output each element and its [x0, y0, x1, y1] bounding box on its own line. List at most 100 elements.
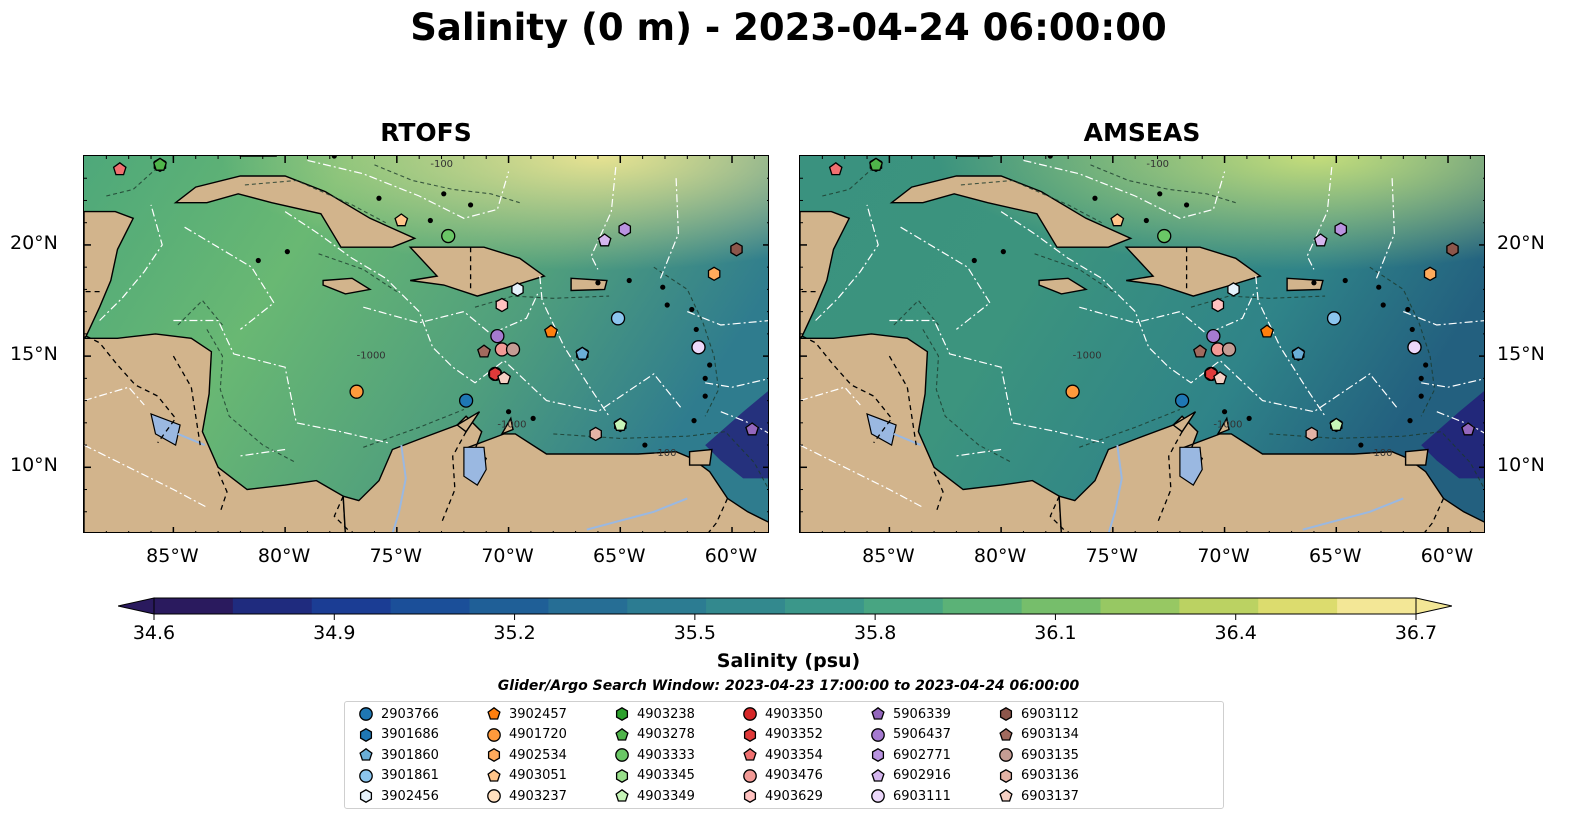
float-marker-4903349[interactable] — [613, 417, 628, 431]
latitude-tick-label-left: 10°N — [10, 454, 58, 477]
legend-marker-icon[interactable] — [871, 706, 885, 720]
small-island — [1418, 375, 1424, 381]
float-marker-4903278[interactable] — [153, 157, 167, 171]
float-marker-6903111[interactable] — [691, 340, 706, 355]
float-marker-6903135[interactable] — [505, 342, 521, 357]
legend-marker-icon[interactable] — [999, 748, 1013, 762]
legend-marker-icon[interactable] — [487, 727, 501, 742]
legend-entry-4903350: 4903350 — [741, 704, 823, 724]
float-marker-4902534[interactable] — [1423, 266, 1437, 282]
float-marker-3901860[interactable] — [575, 346, 590, 360]
legend-marker-icon[interactable] — [743, 727, 757, 742]
float-marker-6902771[interactable] — [1334, 222, 1348, 237]
float-marker-4901720[interactable] — [349, 384, 364, 399]
legend-marker-icon[interactable] — [743, 768, 757, 783]
legend-marker-icon[interactable] — [615, 707, 629, 721]
float-marker-6902916[interactable] — [597, 233, 612, 247]
legend-entry-4903238: 4903238 — [613, 704, 695, 724]
float-marker-6903111[interactable] — [1407, 340, 1422, 355]
float-marker-6902771[interactable] — [618, 222, 632, 237]
legend-marker-icon[interactable] — [487, 706, 501, 720]
legend-entry-4903278: 4903278 — [613, 725, 695, 745]
legend-marker-icon[interactable] — [359, 707, 373, 721]
legend-marker-icon[interactable] — [487, 748, 501, 762]
float-marker-4901720[interactable] — [1065, 384, 1080, 399]
float-marker-2903766[interactable] — [1174, 393, 1190, 408]
float-marker-6903112[interactable] — [1446, 242, 1459, 257]
legend-marker-icon[interactable] — [999, 788, 1013, 802]
float-marker-5906339[interactable] — [745, 422, 760, 436]
colorbar-segment — [1100, 598, 1180, 614]
float-marker-4903629[interactable] — [1211, 297, 1225, 313]
eez-boundary — [84, 444, 208, 508]
float-marker-6902916[interactable] — [1313, 233, 1328, 247]
float-marker-6903137[interactable] — [1213, 371, 1228, 385]
small-island — [255, 257, 261, 264]
float-marker-4903629[interactable] — [495, 297, 509, 313]
float-marker-4903051[interactable] — [394, 213, 409, 227]
float-marker-4903349[interactable] — [1329, 417, 1344, 431]
eez-boundary — [1375, 178, 1396, 279]
float-marker-3902456[interactable] — [511, 282, 524, 297]
float-marker-4903354[interactable] — [112, 161, 127, 176]
float-marker-6903112[interactable] — [730, 242, 743, 257]
legend-marker-icon[interactable] — [359, 789, 373, 803]
eez-boundary — [307, 159, 510, 219]
legend-marker-icon[interactable] — [743, 789, 757, 803]
legend-marker-icon[interactable] — [487, 768, 501, 782]
float-marker-4903333[interactable] — [1157, 228, 1172, 244]
float-marker-3902457[interactable] — [1260, 324, 1274, 338]
legend-marker-icon[interactable] — [871, 727, 885, 742]
legend-marker-icon[interactable] — [871, 748, 885, 762]
small-island — [664, 302, 670, 308]
longitude-tick-label: 65°W — [593, 545, 646, 567]
float-marker-4903051[interactable] — [1110, 213, 1125, 227]
legend-marker-icon[interactable] — [999, 768, 1013, 783]
lake — [463, 446, 487, 486]
float-marker-6903134[interactable] — [1193, 344, 1207, 358]
float-marker-4903333[interactable] — [441, 228, 456, 244]
float-marker-2903766[interactable] — [458, 393, 474, 408]
float-marker-4903278[interactable] — [869, 157, 883, 171]
float-marker-6903136[interactable] — [1305, 426, 1318, 442]
legend-label: 5906339 — [893, 706, 951, 722]
float-marker-3901860[interactable] — [1291, 346, 1306, 360]
legend-marker-icon[interactable] — [359, 747, 373, 761]
legend-marker-icon[interactable] — [487, 789, 501, 803]
float-marker-3902456[interactable] — [1227, 282, 1240, 297]
float-marker-5906339[interactable] — [1461, 422, 1476, 436]
legend-marker-icon[interactable] — [999, 707, 1013, 721]
float-marker-3901861[interactable] — [1326, 311, 1342, 326]
legend-marker-icon[interactable] — [615, 748, 629, 762]
eez-boundary — [954, 448, 1002, 457]
float-marker-6903137[interactable] — [497, 371, 512, 385]
small-island — [467, 202, 474, 208]
rtofs-map[interactable]: -100 -1000 -100 -1000 — [83, 155, 769, 533]
legend-marker-icon[interactable] — [359, 727, 373, 742]
float-marker-6903136[interactable] — [589, 426, 602, 442]
legend-marker-icon[interactable] — [615, 788, 629, 802]
legend-marker-icon[interactable] — [871, 768, 885, 782]
small-island — [1358, 442, 1364, 448]
legend-marker-icon[interactable] — [743, 747, 757, 761]
legend-marker-icon[interactable] — [615, 727, 629, 741]
float-marker-5906437[interactable] — [490, 328, 505, 344]
float-marker-3902457[interactable] — [544, 324, 558, 338]
legend-marker-icon[interactable] — [615, 768, 629, 783]
legend-marker-icon[interactable] — [999, 727, 1013, 741]
legend-marker-icon[interactable] — [359, 768, 373, 783]
small-island — [1092, 195, 1098, 201]
float-marker-6903135[interactable] — [1221, 342, 1237, 357]
float-marker-4902534[interactable] — [707, 266, 721, 282]
colorbar-segment — [1179, 598, 1259, 614]
float-marker-4903354[interactable] — [828, 161, 843, 176]
eez-boundary — [800, 444, 924, 508]
float-marker-3901861[interactable] — [610, 311, 626, 326]
float-marker-5906437[interactable] — [1206, 328, 1221, 344]
legend-marker-icon[interactable] — [743, 707, 757, 721]
legend-marker-icon[interactable] — [871, 789, 885, 803]
legend-entry-2903766: 2903766 — [357, 704, 439, 724]
eez-boundary — [1079, 293, 1255, 335]
amseas-map[interactable]: -100 -1000 -100 -1000 — [799, 155, 1485, 533]
float-marker-6903134[interactable] — [477, 344, 491, 358]
